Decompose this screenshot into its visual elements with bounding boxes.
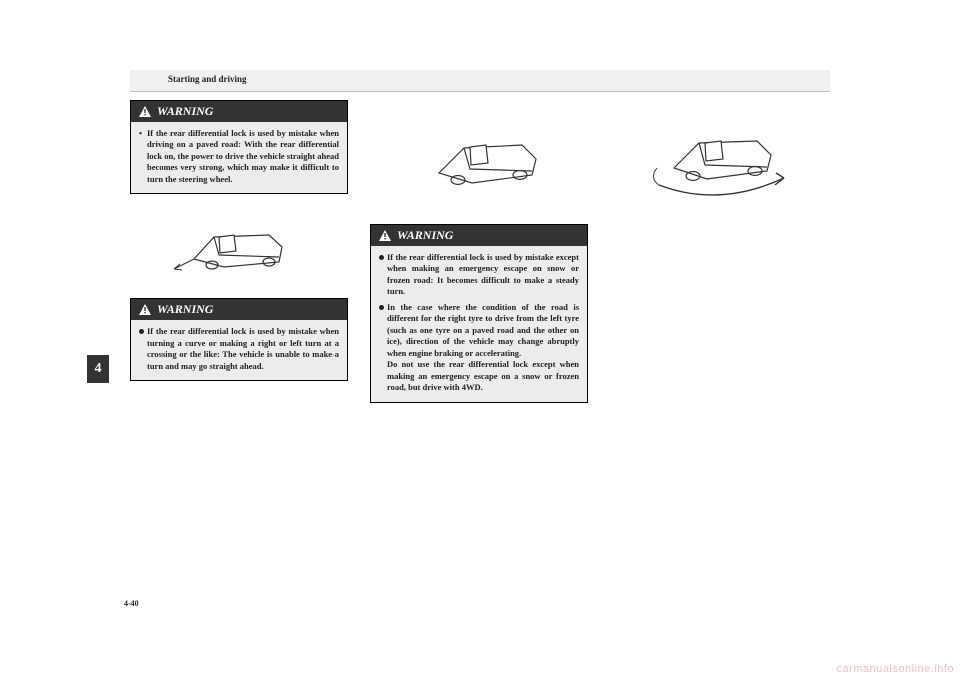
warning-triangle-icon bbox=[379, 230, 391, 241]
warning-body: If the rear differential lock is used by… bbox=[371, 246, 587, 402]
column-3 bbox=[610, 100, 828, 224]
manual-page: Starting and driving 4 WARNING If the re… bbox=[130, 90, 830, 590]
illustration-curve bbox=[370, 108, 588, 218]
warning-item-cont: Do not use the rear differential lock ex… bbox=[379, 359, 579, 393]
warning-triangle-icon bbox=[139, 304, 151, 315]
warning-item: If the rear differential lock is used by… bbox=[139, 326, 339, 372]
warning-triangle-icon bbox=[139, 106, 151, 117]
warning-item: If the rear differential lock is used by… bbox=[139, 128, 339, 185]
truck-straight-icon bbox=[164, 207, 314, 287]
warning-item: In the case where the condition of the r… bbox=[379, 302, 579, 359]
warning-title: WARNING bbox=[157, 104, 213, 119]
warning-title: WARNING bbox=[157, 302, 213, 317]
truck-curve-icon bbox=[394, 113, 564, 213]
warning-header: WARNING bbox=[131, 299, 347, 320]
warning-box-1: WARNING If the rear differential lock is… bbox=[130, 100, 348, 194]
warning-item: If the rear differential lock is used by… bbox=[379, 252, 579, 298]
illustration-straight bbox=[130, 202, 348, 292]
section-title: Starting and driving bbox=[168, 74, 247, 84]
warning-body: If the rear differential lock is used by… bbox=[131, 320, 347, 380]
illustration-spin bbox=[610, 108, 828, 218]
column-1: WARNING If the rear differential lock is… bbox=[130, 100, 348, 389]
watermark: carmanualsonline.info bbox=[836, 663, 954, 675]
chapter-number: 4 bbox=[95, 361, 102, 377]
warning-header: WARNING bbox=[371, 225, 587, 246]
column-2: WARNING If the rear differential lock is… bbox=[370, 100, 588, 411]
warning-body: If the rear differential lock is used by… bbox=[131, 122, 347, 193]
warning-box-3: WARNING If the rear differential lock is… bbox=[370, 224, 588, 403]
warning-header: WARNING bbox=[131, 101, 347, 122]
chapter-tab: 4 bbox=[87, 355, 109, 383]
page-number: 4-40 bbox=[124, 599, 139, 608]
warning-title: WARNING bbox=[397, 228, 453, 243]
truck-spin-icon bbox=[619, 113, 819, 213]
warning-box-2: WARNING If the rear differential lock is… bbox=[130, 298, 348, 381]
